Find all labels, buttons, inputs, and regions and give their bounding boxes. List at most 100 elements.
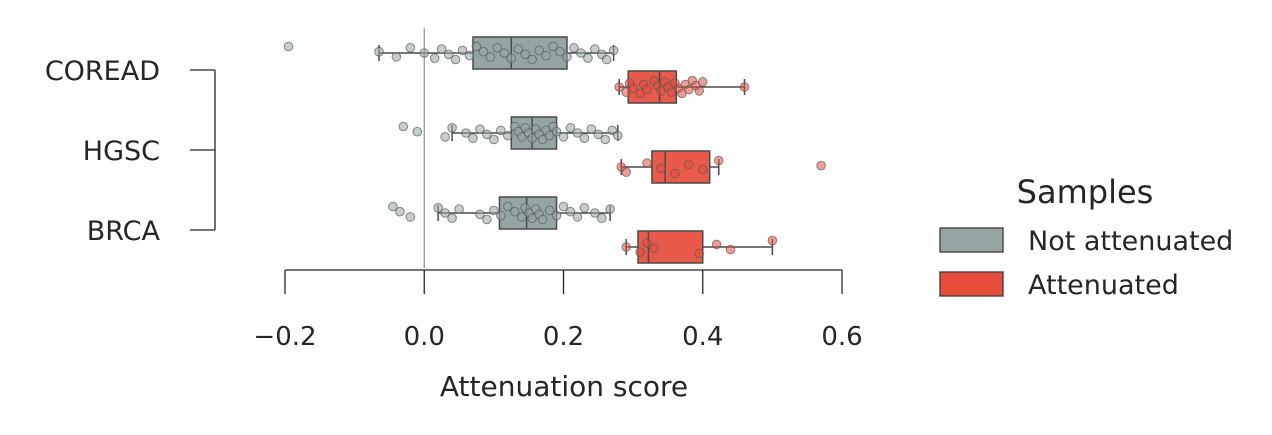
x-tick-label: −0.2: [253, 322, 316, 352]
data-point: [816, 160, 826, 171]
data-point: [492, 43, 503, 53]
data-point: [468, 133, 478, 143]
data-point: [412, 126, 423, 137]
data-point: [579, 133, 590, 143]
data-point: [520, 49, 531, 60]
data-point: [478, 46, 489, 57]
data-point: [429, 53, 440, 64]
data-point: [555, 46, 565, 57]
data-point: [513, 44, 524, 54]
data-point: [608, 45, 619, 56]
data-point: [537, 214, 548, 225]
category-label-coread: COREAD: [45, 56, 160, 87]
data-point: [436, 44, 447, 54]
data-point: [593, 129, 604, 140]
box-group-hgsc-attenuated: [616, 150, 826, 184]
data-point: [739, 82, 750, 92]
data-point: [534, 45, 544, 56]
box-group-coread-not-attenuated: [283, 36, 619, 70]
data-point: [457, 45, 468, 56]
data-point: [374, 46, 384, 57]
data-point: [565, 206, 576, 217]
data-point: [590, 208, 600, 218]
data-point: [398, 121, 409, 132]
data-point: [579, 203, 590, 213]
data-point: [541, 50, 551, 61]
data-point: [551, 126, 562, 137]
data-point: [711, 239, 722, 250]
data-point: [454, 204, 464, 214]
data-point: [447, 123, 457, 133]
data-point: [548, 41, 558, 52]
legend-swatch-attenuated: [939, 271, 1004, 297]
data-point: [767, 235, 778, 246]
box-group-brca-attenuated: [621, 230, 778, 264]
data-point: [471, 41, 482, 52]
data-point: [496, 125, 506, 136]
data-point: [485, 52, 496, 62]
data-point: [642, 84, 652, 95]
data-point: [621, 242, 631, 252]
data-point: [725, 244, 736, 255]
data-point: [447, 213, 457, 223]
data-point: [503, 201, 513, 212]
data-point: [489, 205, 499, 216]
data-point: [596, 213, 607, 223]
box-group-brca-not-attenuated: [388, 196, 615, 230]
data-point: [590, 44, 600, 54]
data-point: [694, 248, 705, 259]
data-point: [475, 124, 485, 134]
data-point: [558, 132, 569, 142]
data-point: [461, 128, 471, 138]
data-point: [440, 208, 450, 218]
data-point: [601, 54, 612, 65]
box-group-hgsc-not-attenuated: [398, 116, 623, 150]
x-axis-title: Attenuation score: [440, 370, 688, 403]
x-axis: −0.2 0.0 0.2 0.4 0.6: [253, 269, 863, 352]
data-point: [583, 53, 593, 64]
data-point: [391, 52, 402, 62]
data-point: [482, 129, 492, 140]
data-point: [614, 82, 625, 92]
data-point: [419, 48, 430, 58]
data-point: [509, 206, 520, 217]
data-point: [506, 53, 517, 64]
data-point: [464, 50, 475, 61]
data-point: [642, 158, 652, 168]
data-point: [586, 124, 597, 134]
data-point: [558, 201, 569, 212]
x-tick-label: 0.6: [821, 322, 862, 352]
legend: Samples Not attenuated Attenuated: [939, 173, 1233, 301]
data-point: [576, 48, 586, 58]
data-point: [572, 128, 583, 138]
box-group-coread-attenuated: [614, 70, 750, 104]
data-point: [482, 214, 492, 225]
data-point: [405, 212, 416, 222]
data-point: [621, 167, 631, 177]
data-point: [443, 49, 454, 60]
data-point: [496, 210, 506, 221]
data-point: [388, 201, 398, 212]
data-point: [499, 48, 510, 58]
plot-area: [283, 28, 826, 268]
x-tick-label: 0.0: [404, 322, 445, 352]
data-point: [283, 41, 294, 52]
data-point: [649, 243, 659, 254]
category-label-hgsc: HGSC: [83, 136, 160, 167]
legend-label-attenuated: Attenuated: [1028, 270, 1179, 301]
legend-label-not-attenuated: Not attenuated: [1028, 226, 1233, 257]
data-point: [656, 163, 666, 174]
data-point: [605, 204, 615, 214]
data-point: [697, 77, 708, 87]
data-point: [475, 209, 485, 220]
data-point: [551, 210, 562, 221]
data-point: [395, 206, 405, 217]
data-point: [628, 83, 638, 94]
data-point: [544, 205, 555, 216]
data-point: [613, 130, 623, 141]
legend-title: Samples: [1017, 173, 1154, 211]
data-point: [642, 238, 652, 248]
data-point: [684, 159, 694, 170]
data-point: [697, 164, 708, 175]
